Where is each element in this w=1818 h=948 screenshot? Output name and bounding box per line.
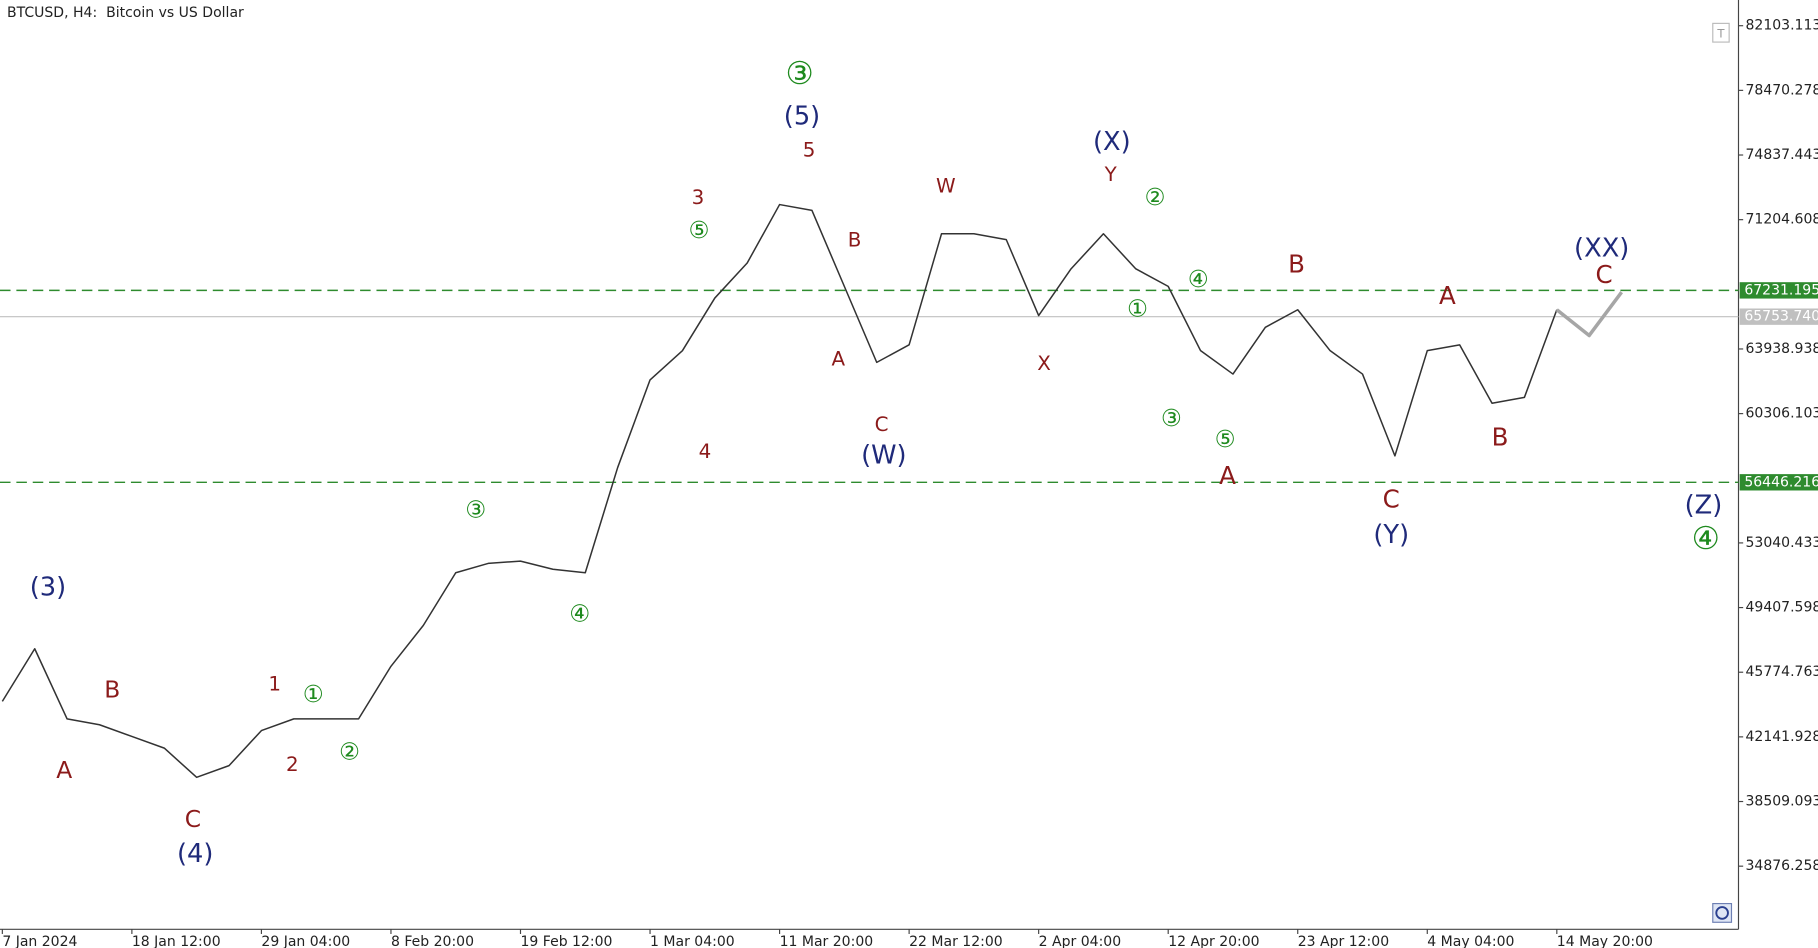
ohlc-icon-glyph <box>1715 906 1729 920</box>
y-tick-label: 49407.598 <box>1746 600 1818 616</box>
wave-label: A <box>1219 461 1236 490</box>
y-tick-label: 38509.093 <box>1746 794 1818 810</box>
wave-label: ③ <box>465 495 486 523</box>
x-tick-label: 11 Mar 20:00 <box>780 934 874 948</box>
x-tick-label: 8 Feb 20:00 <box>391 934 474 948</box>
price-line <box>1 203 1558 779</box>
wave-label: X <box>1037 352 1051 375</box>
wave-label: C <box>1595 260 1612 289</box>
wave-label: (Y) <box>1373 520 1409 550</box>
wave-label: ④ <box>569 599 590 627</box>
level-label: 67231.195 <box>1744 282 1818 298</box>
level-tag <box>1739 308 1818 325</box>
wave-label: C <box>875 413 889 436</box>
wave-label: A <box>56 756 72 784</box>
wave-label: 4 <box>699 440 712 463</box>
wave-label: B <box>1492 422 1509 451</box>
wave-label: (5) <box>784 101 820 131</box>
wave-label: (4) <box>177 839 213 869</box>
toolbar-icon-glyph: T <box>1716 26 1725 40</box>
wave-label: A <box>831 348 845 371</box>
wave-label: B <box>848 228 862 251</box>
y-tick-label: 42141.928 <box>1746 729 1818 745</box>
y-tick-label: 74837.443 <box>1746 147 1818 163</box>
x-tick-label: 4 May 04:00 <box>1427 934 1514 948</box>
y-tick-label: 34876.258 <box>1746 858 1818 874</box>
wave-label: ③ <box>786 56 814 92</box>
x-tick-label: 22 Mar 12:00 <box>909 934 1003 948</box>
x-tick-label: 2 Apr 04:00 <box>1039 934 1121 948</box>
wave-label: ⑤ <box>1215 425 1236 453</box>
chart-title: BTCUSD, H4: Bitcoin vs US Dollar <box>7 5 244 21</box>
x-tick-label: 19 Feb 12:00 <box>520 934 612 948</box>
wave-label: W <box>936 175 956 198</box>
x-tick-label: 29 Jan 04:00 <box>261 934 350 948</box>
wave-label: ② <box>1145 183 1166 211</box>
wave-label: 5 <box>803 138 816 161</box>
y-tick-label: 71204.608 <box>1746 212 1818 228</box>
x-tick-label: 12 Apr 20:00 <box>1168 934 1259 948</box>
y-tick-label: 78470.278 <box>1746 82 1818 98</box>
x-tick-label: 23 Apr 12:00 <box>1298 934 1389 948</box>
wave-label: B <box>104 675 120 703</box>
x-tick-label: 7 Jan 2024 <box>2 934 77 948</box>
wave-label: (W) <box>861 440 906 470</box>
x-tick-label: 18 Jan 12:00 <box>132 934 221 948</box>
level-tag <box>1739 474 1818 491</box>
wave-label: ⑤ <box>689 216 710 244</box>
wave-label: ① <box>1127 294 1148 322</box>
wave-label: ① <box>303 680 324 708</box>
wave-label: ④ <box>1188 265 1209 293</box>
y-tick-label: 60306.103 <box>1746 406 1818 422</box>
y-tick-label: 63938.938 <box>1746 341 1818 357</box>
wave-label: (XX) <box>1574 233 1629 263</box>
level-tag <box>1739 282 1818 299</box>
wave-label: (X) <box>1093 127 1131 157</box>
wave-label: A <box>1439 281 1456 310</box>
y-tick-label: 53040.433 <box>1746 535 1818 551</box>
wave-label: ② <box>339 737 360 765</box>
wave-label: C <box>1383 484 1400 513</box>
y-tick-label: 82103.113 <box>1746 18 1818 34</box>
x-tick-label: 1 Mar 04:00 <box>650 934 735 948</box>
level-label: 56446.216 <box>1744 474 1818 490</box>
wave-label: B <box>1288 249 1305 278</box>
wave-label: 2 <box>286 753 299 776</box>
wave-label: ④ <box>1692 521 1720 557</box>
level-label: 65753.740 <box>1744 309 1818 325</box>
wave-label: (Z) <box>1685 491 1723 521</box>
toolbar-icon[interactable] <box>1712 22 1730 43</box>
wave-label: 3 <box>692 186 705 209</box>
x-tick-label: 14 May 20:00 <box>1557 934 1653 948</box>
wave-label: ③ <box>1161 404 1182 432</box>
wave-label: (3) <box>30 572 66 602</box>
wave-label: Y <box>1104 163 1118 186</box>
wave-label: 1 <box>268 672 281 695</box>
y-tick-label: 45774.763 <box>1746 664 1818 680</box>
wave-label: C <box>185 805 201 833</box>
